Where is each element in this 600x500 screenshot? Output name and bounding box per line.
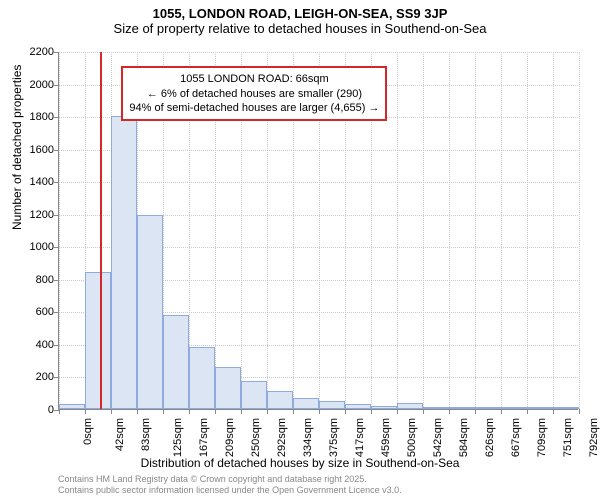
y-tick-label: 1400 xyxy=(30,176,54,188)
x-tick-label: 500sqm xyxy=(406,418,418,457)
histogram-bar xyxy=(189,347,215,409)
x-tick-label: 709sqm xyxy=(536,418,548,457)
gridline-vertical xyxy=(423,52,424,409)
y-tick-label: 0 xyxy=(48,404,54,416)
x-tick-label: 542sqm xyxy=(432,418,444,457)
x-tick-label: 167sqm xyxy=(198,418,210,457)
y-tick-label: 2000 xyxy=(30,79,54,91)
histogram-bar xyxy=(423,407,449,409)
y-tick-label: 1200 xyxy=(30,209,54,221)
gridline-vertical xyxy=(449,52,450,409)
x-tick-label: 417sqm xyxy=(354,418,366,457)
x-tick xyxy=(241,409,242,414)
x-tick-label: 292sqm xyxy=(276,418,288,457)
x-tick xyxy=(137,409,138,414)
x-tick-label: 375sqm xyxy=(328,418,340,457)
x-tick-label: 626sqm xyxy=(484,418,496,457)
y-tick-label: 800 xyxy=(36,274,54,286)
x-tick xyxy=(319,409,320,414)
histogram-bar xyxy=(397,403,423,410)
x-tick-label: 792sqm xyxy=(588,418,600,457)
x-tick-label: 584sqm xyxy=(458,418,470,457)
x-tick-label: 42sqm xyxy=(114,418,126,451)
x-tick xyxy=(501,409,502,414)
x-tick xyxy=(449,409,450,414)
gridline-vertical xyxy=(579,52,580,409)
gridline-vertical xyxy=(553,52,554,409)
x-tick xyxy=(85,409,86,414)
histogram-bar xyxy=(345,404,371,409)
y-tick-label: 600 xyxy=(36,306,54,318)
x-tick xyxy=(267,409,268,414)
x-tick xyxy=(111,409,112,414)
annotation-line: ← 6% of detached houses are smaller (290… xyxy=(129,87,379,101)
histogram-bar xyxy=(59,404,85,409)
gridline-vertical xyxy=(475,52,476,409)
x-axis-label: Distribution of detached houses by size … xyxy=(0,456,600,470)
y-tick-label: 400 xyxy=(36,339,54,351)
x-tick xyxy=(163,409,164,414)
histogram-bar xyxy=(501,407,527,409)
histogram-bar xyxy=(85,272,111,409)
x-tick-label: 209sqm xyxy=(224,418,236,457)
x-tick xyxy=(189,409,190,414)
y-axis-label: Number of detached properties xyxy=(10,65,24,230)
annotation-line: 94% of semi-detached houses are larger (… xyxy=(129,101,379,115)
histogram-bar xyxy=(241,381,267,409)
x-tick-label: 459sqm xyxy=(380,418,392,457)
annotation-line: 1055 LONDON ROAD: 66sqm xyxy=(129,72,379,86)
gridline-vertical xyxy=(397,52,398,409)
x-tick-label: 334sqm xyxy=(302,418,314,457)
plot-area: 1055 LONDON ROAD: 66sqm← 6% of detached … xyxy=(58,52,578,410)
property-marker-line xyxy=(100,52,102,409)
x-tick-label: 83sqm xyxy=(140,418,152,451)
gridline-vertical xyxy=(527,52,528,409)
chart-subtitle: Size of property relative to detached ho… xyxy=(0,21,600,40)
histogram-bar xyxy=(319,401,345,409)
x-tick xyxy=(371,409,372,414)
x-tick-label: 0sqm xyxy=(82,418,94,445)
chart-title: 1055, LONDON ROAD, LEIGH-ON-SEA, SS9 3JP xyxy=(0,0,600,21)
footer-line-2: Contains public sector information licen… xyxy=(58,485,402,496)
gridline-vertical xyxy=(501,52,502,409)
annotation-box: 1055 LONDON ROAD: 66sqm← 6% of detached … xyxy=(121,66,387,121)
footer-line-1: Contains HM Land Registry data © Crown c… xyxy=(58,474,402,485)
histogram-bar xyxy=(267,391,293,409)
x-tick-label: 125sqm xyxy=(172,418,184,457)
histogram-bar xyxy=(215,367,241,409)
gridline-vertical xyxy=(59,52,60,409)
histogram-bar xyxy=(475,407,501,409)
x-tick xyxy=(527,409,528,414)
x-tick xyxy=(475,409,476,414)
x-tick xyxy=(423,409,424,414)
y-tick-label: 200 xyxy=(36,371,54,383)
histogram-bar xyxy=(449,407,475,409)
x-tick xyxy=(553,409,554,414)
x-tick-label: 751sqm xyxy=(562,418,574,457)
histogram-bar xyxy=(111,116,137,409)
x-tick xyxy=(59,409,60,414)
x-tick-label: 667sqm xyxy=(510,418,522,457)
histogram-bar xyxy=(553,407,579,409)
x-tick xyxy=(345,409,346,414)
x-tick-label: 250sqm xyxy=(250,418,262,457)
histogram-bar xyxy=(293,398,319,409)
x-tick xyxy=(579,409,580,414)
x-tick xyxy=(215,409,216,414)
y-tick-label: 1600 xyxy=(30,144,54,156)
histogram-bar xyxy=(527,407,553,409)
histogram-bar xyxy=(137,215,163,409)
chart-footer: Contains HM Land Registry data © Crown c… xyxy=(58,474,402,496)
y-tick-label: 1000 xyxy=(30,241,54,253)
y-tick-label: 2200 xyxy=(30,46,54,58)
histogram-bar xyxy=(371,406,397,409)
y-tick-label: 1800 xyxy=(30,111,54,123)
x-tick xyxy=(293,409,294,414)
x-tick xyxy=(397,409,398,414)
histogram-bar xyxy=(163,315,189,409)
